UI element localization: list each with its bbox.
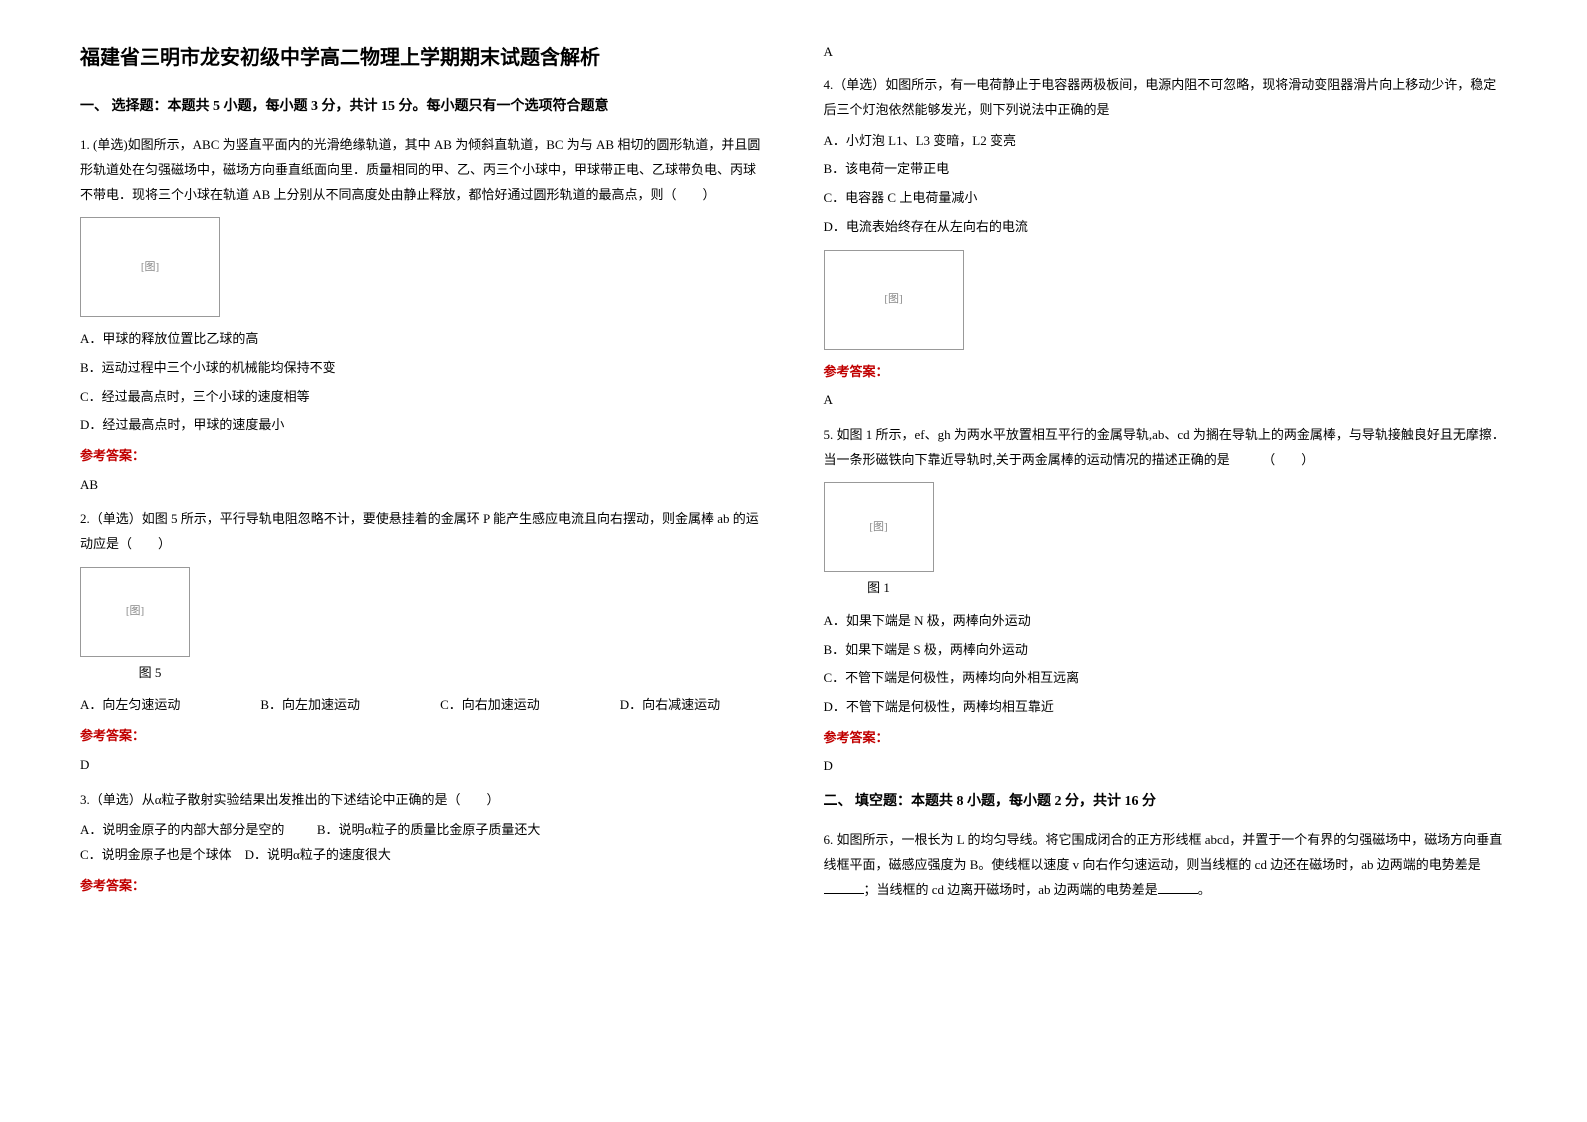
q5-answer: D (824, 754, 1508, 779)
q3-answer: A (824, 40, 1508, 63)
q6-body-2: ；当线框的 cd 边离开磁场时，ab 边两端的电势差是 (864, 882, 1158, 897)
q2-answer-label: 参考答案： (80, 724, 764, 749)
q4-optC: C．电容器 C 上电荷量减小 (824, 186, 1508, 211)
q5-options: A．如果下端是 N 极，两棒向外运动 B．如果下端是 S 极，两棒向外运动 C．… (824, 609, 1508, 720)
q2-optA: A．向左匀速运动 (80, 693, 180, 718)
q2-optB: B．向左加速运动 (260, 693, 360, 718)
q2-answer: D (80, 753, 764, 778)
q5-answer-label: 参考答案： (824, 726, 1508, 751)
q1-answer-label: 参考答案： (80, 444, 764, 469)
q5-optC: C．不管下端是何极性，两棒均向外相互远离 (824, 666, 1508, 691)
q6-body-3: 。 (1198, 882, 1211, 897)
q3-options: A．说明金原子的内部大部分是空的 B．说明α粒子的质量比金原子质量还大 C．说明… (80, 818, 764, 867)
q1-optA: A．甲球的释放位置比乙球的高 (80, 327, 764, 352)
q1-optC: C．经过最高点时，三个小球的速度相等 (80, 385, 764, 410)
q4-options: A．小灯泡 L1、L3 变暗，L2 变亮 B．该电荷一定带正电 C．电容器 C … (824, 129, 1508, 240)
q5-fig-label: 图 1 (824, 576, 934, 601)
q5-body: 5. 如图 1 所示，ef、gh 为两水平放置相互平行的金属导轨,ab、cd 为… (824, 423, 1508, 472)
q4-optD: D．电流表始终存在从左向右的电流 (824, 215, 1508, 240)
q1-answer: AB (80, 473, 764, 498)
question-5: 5. 如图 1 所示，ef、gh 为两水平放置相互平行的金属导轨,ab、cd 为… (824, 423, 1508, 779)
q2-optC: C．向右加速运动 (440, 693, 540, 718)
section-1-header: 一、 选择题：本题共 5 小题，每小题 3 分，共计 15 分。每小题只有一个选… (80, 94, 764, 119)
q4-figure: [图] (824, 250, 964, 350)
q1-figure: [图] (80, 217, 220, 317)
q4-answer: A (824, 388, 1508, 413)
q3-body: 3.（单选）从α粒子散射实验结果出发推出的下述结论中正确的是（ ） (80, 788, 764, 813)
q4-optA: A．小灯泡 L1、L3 变暗，L2 变亮 (824, 129, 1508, 154)
q5-optD: D．不管下端是何极性，两棒均相互靠近 (824, 695, 1508, 720)
right-column: A 4.（单选）如图所示，有一电荷静止于电容器两极板间，电源内阻不可忽略，现将滑… (794, 40, 1538, 1082)
question-3: 3.（单选）从α粒子散射实验结果出发推出的下述结论中正确的是（ ） A．说明金原… (80, 788, 764, 899)
q3-optB: B．说明α粒子的质量比金原子质量还大 (317, 822, 540, 837)
q1-options: A．甲球的释放位置比乙球的高 B．运动过程中三个小球的机械能均保持不变 C．经过… (80, 327, 764, 438)
q2-body: 2.（单选）如图 5 所示，平行导轨电阻忽略不计，要使悬挂着的金属环 P 能产生… (80, 507, 764, 556)
q6-blank-1 (824, 893, 864, 894)
q4-answer-label: 参考答案： (824, 360, 1508, 385)
q2-optD: D．向右减速运动 (620, 693, 720, 718)
q2-fig-label: 图 5 (80, 661, 220, 686)
q5-optA: A．如果下端是 N 极，两棒向外运动 (824, 609, 1508, 634)
q4-optB: B．该电荷一定带正电 (824, 157, 1508, 182)
q2-figure: [图] (80, 567, 190, 657)
document-title: 福建省三明市龙安初级中学高二物理上学期期末试题含解析 (80, 40, 764, 76)
q1-body: 1. (单选)如图所示，ABC 为竖直平面内的光滑绝缘轨道，其中 AB 为倾斜直… (80, 133, 764, 207)
question-4: 4.（单选）如图所示，有一电荷静止于电容器两极板间，电源内阻不可忽略，现将滑动变… (824, 73, 1508, 413)
q1-optD: D．经过最高点时，甲球的速度最小 (80, 413, 764, 438)
q4-body: 4.（单选）如图所示，有一电荷静止于电容器两极板间，电源内阻不可忽略，现将滑动变… (824, 73, 1508, 122)
q5-optB: B．如果下端是 S 极，两棒向外运动 (824, 638, 1508, 663)
q3-optC: C．说明金原子也是个球体 (80, 847, 232, 862)
left-column: 福建省三明市龙安初级中学高二物理上学期期末试题含解析 一、 选择题：本题共 5 … (50, 40, 794, 1082)
q1-optB: B．运动过程中三个小球的机械能均保持不变 (80, 356, 764, 381)
q6-blank-2 (1158, 893, 1198, 894)
q3-optD: D．说明α粒子的速度很大 (245, 847, 391, 862)
q3-optA: A．说明金原子的内部大部分是空的 (80, 822, 284, 837)
q3-answer-label: 参考答案： (80, 874, 764, 899)
question-1: 1. (单选)如图所示，ABC 为竖直平面内的光滑绝缘轨道，其中 AB 为倾斜直… (80, 133, 764, 497)
q5-figure: [图] (824, 482, 934, 572)
q2-options: A．向左匀速运动 B．向左加速运动 C．向右加速运动 D．向右减速运动 (80, 693, 764, 718)
q6-body-1: 6. 如图所示，一根长为 L 的均匀导线。将它围成闭合的正方形线框 abcd，并… (824, 832, 1503, 872)
question-2: 2.（单选）如图 5 所示，平行导轨电阻忽略不计，要使悬挂着的金属环 P 能产生… (80, 507, 764, 777)
section-2-header: 二、 填空题：本题共 8 小题，每小题 2 分，共计 16 分 (824, 789, 1508, 814)
question-6: 6. 如图所示，一根长为 L 的均匀导线。将它围成闭合的正方形线框 abcd，并… (824, 828, 1508, 902)
